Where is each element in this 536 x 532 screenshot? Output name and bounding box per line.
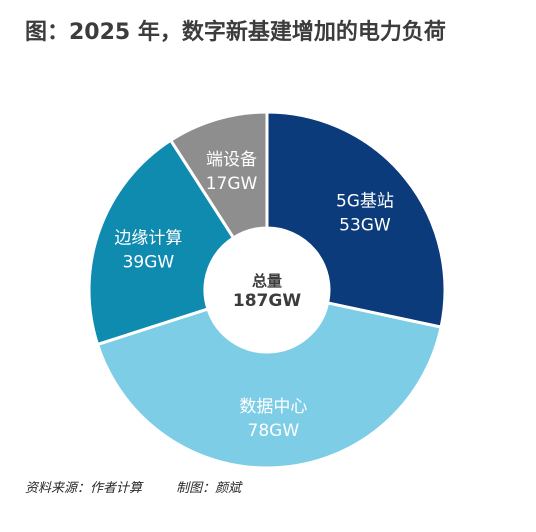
slice-3 — [169, 110, 269, 240]
slice-label-0: 5G基站 53GW — [336, 192, 394, 236]
slice-name-0: 5G基站 — [336, 192, 394, 212]
author-note: 制图：颜斌 — [176, 481, 242, 496]
slice-value-2: 39GW — [123, 252, 175, 272]
center-label-title: 总量 — [252, 272, 282, 290]
slice-name-3: 端设备 — [206, 150, 257, 170]
slice-label-3: 端设备 17GW — [206, 150, 258, 194]
center-label-total: 187GW — [233, 291, 301, 311]
slice-value-0: 53GW — [339, 216, 391, 236]
source-note: 资料来源：作者计算 — [25, 481, 143, 496]
slice-label-2: 边缘计算 39GW — [114, 228, 182, 272]
slice-2 — [87, 138, 235, 346]
slice-0 — [265, 110, 447, 329]
slice-name-1: 数据中心 — [239, 397, 307, 417]
slice-label-1: 数据中心 78GW — [239, 397, 307, 441]
footer: 资料来源：作者计算 制图：颜斌 — [25, 477, 271, 496]
slice-value-3: 17GW — [206, 174, 258, 194]
chart-title: 图：2025 年，数字新基建增加的电力负荷 — [25, 20, 446, 45]
slice-name-2: 边缘计算 — [114, 228, 182, 248]
slice-1 — [96, 301, 443, 470]
slice-value-1: 78GW — [248, 421, 300, 441]
